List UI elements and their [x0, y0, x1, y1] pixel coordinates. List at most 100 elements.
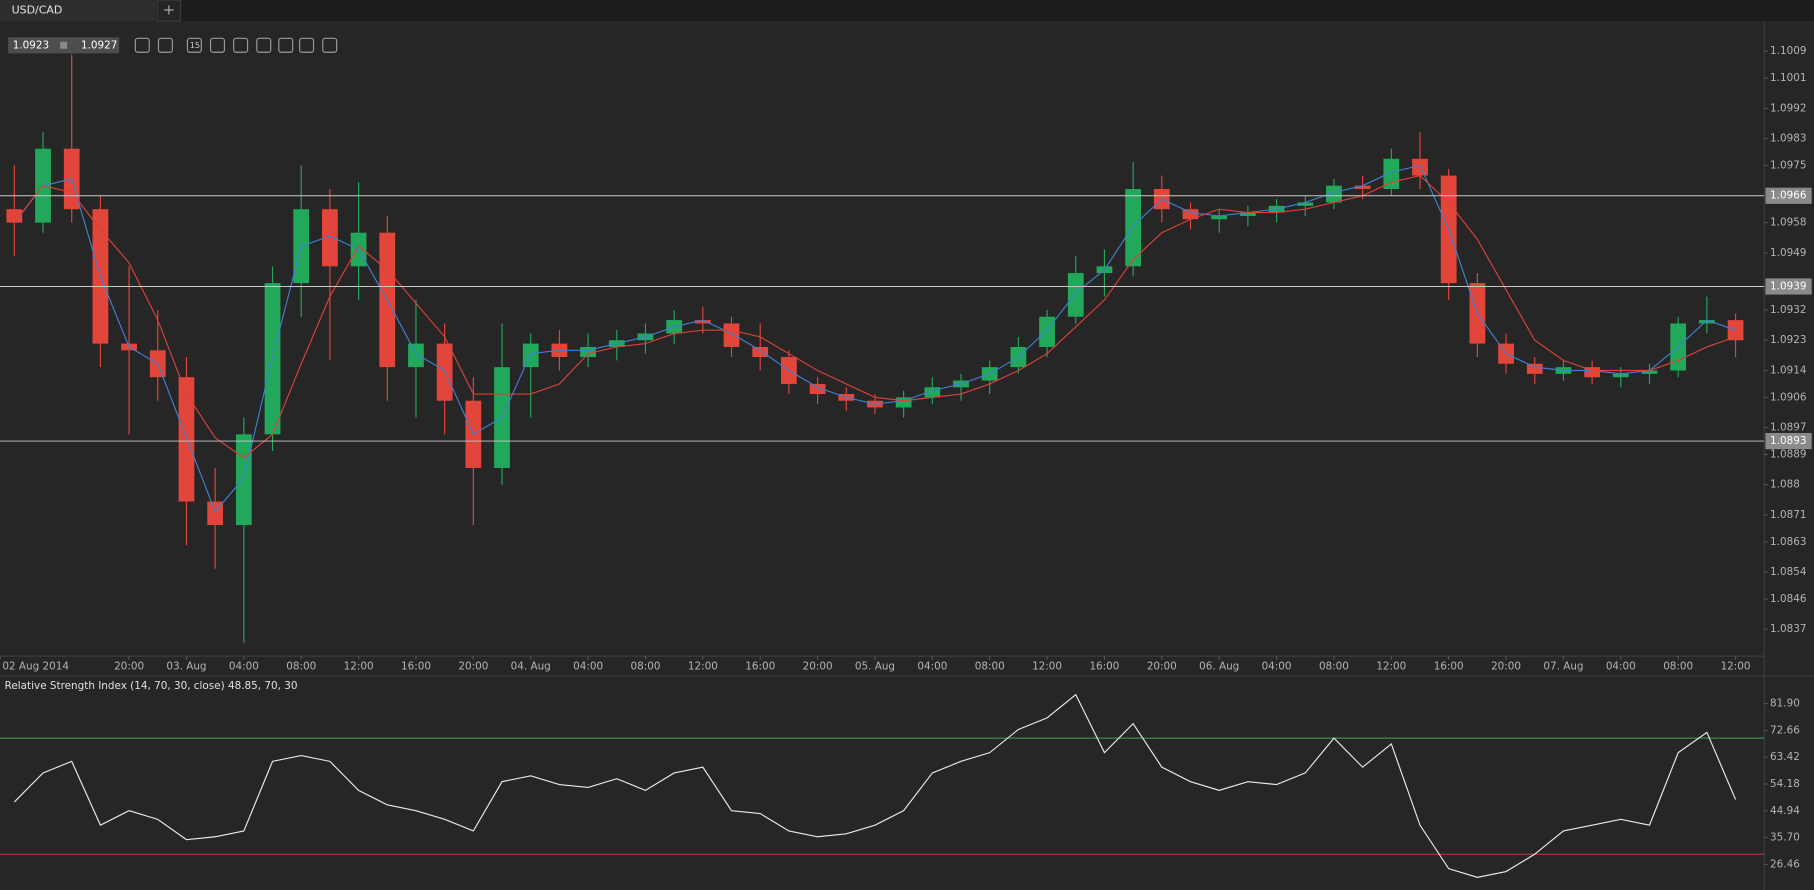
price-level-tag: [1765, 278, 1812, 295]
toolbar: [134, 37, 338, 53]
x-tick-label: 04:00: [229, 661, 259, 673]
x-tick-label: 12:00: [688, 661, 718, 673]
quote-separator: [60, 41, 68, 49]
candle-body: [235, 434, 252, 526]
x-tick-label: 07. Aug: [1543, 661, 1583, 673]
candle-body: [6, 209, 23, 223]
x-tick-label: 16:00: [1089, 661, 1119, 673]
y-tick-label: 1.0975: [1770, 160, 1806, 172]
y-tick-label: 1.0854: [1770, 566, 1807, 578]
candle-body: [436, 343, 453, 401]
price-level-label: 1.0966: [1770, 190, 1806, 202]
candle-body: [1412, 158, 1428, 176]
candle-body: [1526, 363, 1543, 374]
candle-body: [1211, 215, 1228, 220]
y-tick-label: 72.66: [1770, 724, 1800, 736]
candle-body: [322, 209, 338, 267]
bid-price: 1.0923: [13, 39, 49, 51]
x-tick-label: 08:00: [630, 661, 660, 673]
candle-body: [1067, 273, 1084, 317]
candle-body: [178, 377, 195, 502]
candle-body: [1641, 370, 1658, 374]
draw-tool[interactable]: [299, 37, 315, 53]
candle-body: [580, 346, 596, 358]
x-tick-label: 04. Aug: [511, 661, 551, 673]
y-tick-label: 1.0949: [1770, 247, 1806, 259]
x-tick-label: 04:00: [917, 661, 947, 673]
x-tick-label: 08:00: [975, 661, 1005, 673]
candle-body: [1354, 185, 1371, 190]
candle-body: [1612, 373, 1629, 378]
x-tick-label: 03. Aug: [166, 661, 206, 673]
x-tick-label: 08:00: [286, 661, 316, 673]
y-tick-label: 1.0837: [1770, 623, 1806, 635]
x-tick-label: 12:00: [1721, 661, 1751, 673]
y-tick-label: 1.0923: [1770, 334, 1806, 346]
y-tick-label: 1.0932: [1770, 304, 1806, 316]
x-tick-label: 20:00: [114, 661, 144, 673]
x-tick-label: 12:00: [1376, 661, 1406, 673]
y-tick-label: 1.0958: [1770, 217, 1806, 229]
y-tick-label: 1.088: [1770, 479, 1800, 491]
y-tick-label: 54.18: [1770, 778, 1800, 790]
draw-tool[interactable]: [256, 37, 272, 53]
x-tick-label: 20:00: [803, 661, 833, 673]
y-tick-label: 1.0906: [1770, 391, 1806, 403]
y-tick-label: 1.1001: [1770, 72, 1806, 84]
candle-body: [1239, 212, 1256, 216]
x-tick-label: 20:00: [458, 661, 488, 673]
plus-icon: [164, 5, 174, 15]
candle-body: [1039, 316, 1055, 347]
y-tick-label: 1.0992: [1770, 102, 1806, 114]
interval-label: 15: [190, 40, 200, 50]
x-tick-label: 06. Aug: [1199, 661, 1239, 673]
indicators[interactable]: [233, 37, 249, 53]
zoom-out[interactable]: [134, 37, 150, 53]
x-tick-label: 08:00: [1663, 661, 1693, 673]
y-tick-label: 44.94: [1770, 805, 1800, 817]
tab[interactable]: [0, 0, 157, 22]
candle-body: [1125, 189, 1142, 267]
x-tick-label: 04:00: [1262, 661, 1292, 673]
candle-body: [1727, 320, 1744, 341]
candle-body: [522, 343, 539, 368]
y-tick-label: 26.46: [1770, 858, 1800, 870]
candle-body: [408, 343, 424, 368]
y-tick-label: 1.0897: [1770, 422, 1806, 434]
y-tick-label: 1.1009: [1770, 45, 1806, 57]
candle-body: [924, 387, 941, 398]
candle-body: [1297, 202, 1314, 206]
x-tick-label: 04:00: [1606, 661, 1636, 673]
chart-type[interactable]: [209, 37, 226, 53]
y-tick-label: 1.0871: [1770, 509, 1806, 521]
x-tick-label: 12:00: [1032, 661, 1062, 673]
ask-price: 1.0927: [81, 39, 117, 51]
price-level-label: 1.0893: [1770, 435, 1806, 447]
y-tick-label: 1.0889: [1770, 449, 1806, 461]
y-tick-label: 1.0914: [1770, 364, 1807, 376]
candle-body: [723, 323, 740, 347]
tab-bar: [0, 0, 1814, 22]
rsi-line: [13, 693, 1737, 878]
x-tick-label: 12:00: [344, 661, 374, 673]
interval[interactable]: [186, 37, 202, 53]
candle-body: [809, 383, 826, 395]
candle-body: [752, 346, 769, 358]
draw-tool[interactable]: [278, 37, 294, 53]
y-tick-label: 63.42: [1770, 751, 1800, 763]
y-tick-label: 1.0863: [1770, 536, 1806, 548]
x-tick-label: 16:00: [401, 661, 431, 673]
symbol-tab[interactable]: USD/CAD: [12, 4, 63, 17]
y-tick-label: 35.70: [1770, 832, 1800, 844]
price-level-tag: [1765, 432, 1812, 450]
y-tick-label: 1.0983: [1770, 133, 1806, 145]
draw-tool[interactable]: [322, 37, 338, 53]
x-tick-label: 16:00: [1434, 661, 1464, 673]
candle-body: [694, 320, 711, 324]
price-level-label: 1.0939: [1770, 280, 1806, 292]
zoom-in[interactable]: [157, 37, 173, 53]
x-tick-label: 16:00: [745, 661, 775, 673]
